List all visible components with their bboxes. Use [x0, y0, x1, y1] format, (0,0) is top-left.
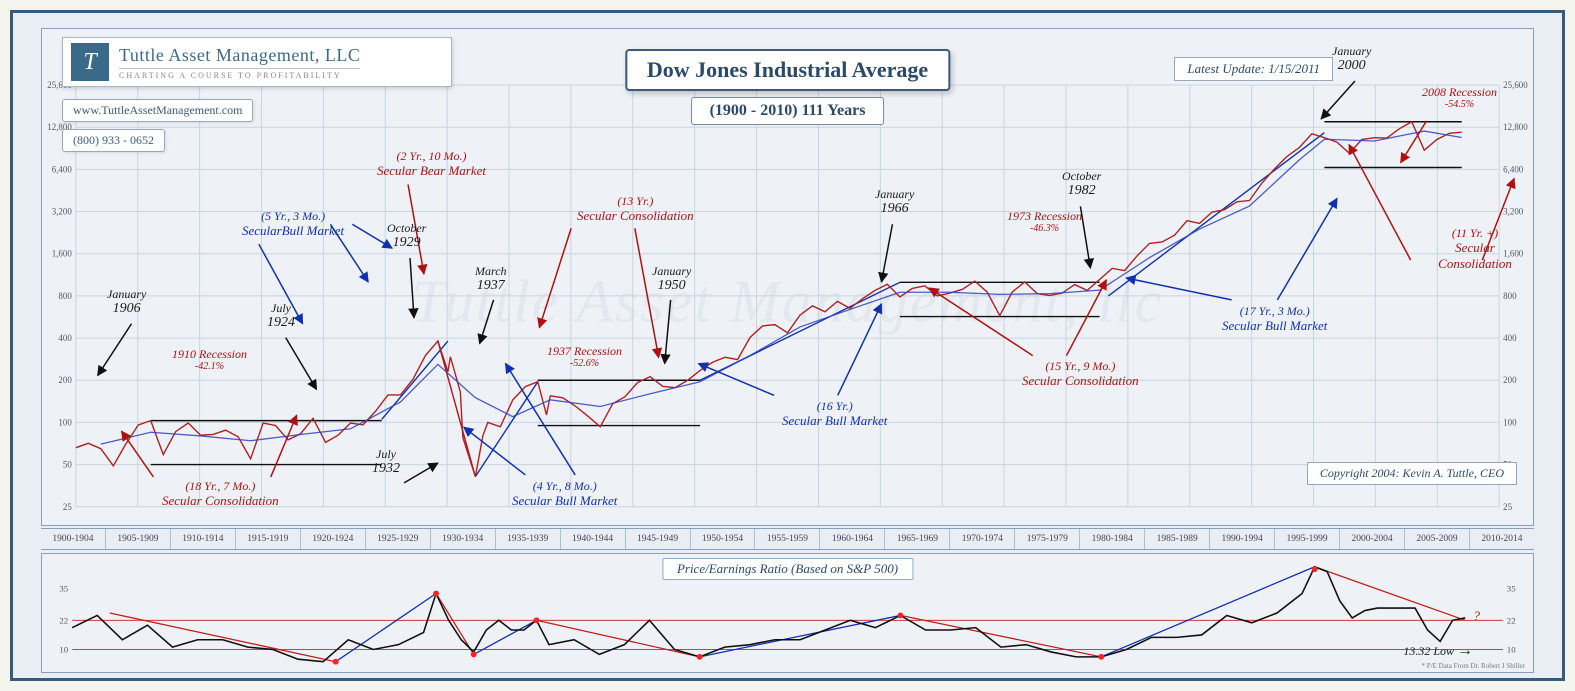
x-tick: 1980-1984 — [1080, 529, 1145, 549]
url-pill: www.TuttleAssetManagement.com — [62, 99, 253, 122]
svg-text:50: 50 — [63, 460, 72, 470]
svg-text:22: 22 — [1507, 615, 1516, 625]
x-tick: 1975-1979 — [1015, 529, 1080, 549]
svg-text:100: 100 — [58, 417, 72, 427]
x-tick: 2010-2014 — [1470, 529, 1534, 549]
x-tick: 1985-1989 — [1145, 529, 1210, 549]
svg-text:200: 200 — [58, 375, 72, 385]
svg-text:22: 22 — [59, 615, 68, 625]
x-tick: 1960-1964 — [820, 529, 885, 549]
svg-text:800: 800 — [1503, 291, 1517, 301]
svg-text:25: 25 — [63, 502, 72, 512]
x-tick: 2000-2004 — [1340, 529, 1405, 549]
x-tick: 1935-1939 — [496, 529, 561, 549]
x-tick: 1955-1959 — [755, 529, 820, 549]
pe-title: Price/Earnings Ratio (Based on S&P 500) — [662, 558, 913, 580]
x-tick: 1970-1974 — [950, 529, 1015, 549]
logo-main: Tuttle Asset Management, LLC — [119, 45, 360, 66]
x-tick: 1925-1929 — [366, 529, 431, 549]
svg-text:3,200: 3,200 — [52, 207, 73, 217]
svg-text:10: 10 — [59, 644, 68, 654]
update-box: Latest Update: 1/15/2011 — [1174, 57, 1333, 81]
x-axis-band: 1900-19041905-19091910-19141915-19191920… — [41, 528, 1534, 550]
svg-text:25,600: 25,600 — [1503, 80, 1528, 90]
pe-chart-area: 10 10 22 22 35 35? Price/Earnings Ratio (Base… — [41, 553, 1534, 673]
svg-text:100: 100 — [1503, 417, 1517, 427]
chart-frame: Tuttle Asset Management, llc 25255050100… — [10, 10, 1565, 681]
x-tick: 1930-1934 — [431, 529, 496, 549]
svg-text:3,200: 3,200 — [1503, 207, 1524, 217]
svg-text:400: 400 — [1503, 333, 1517, 343]
x-tick: 1910-1914 — [171, 529, 236, 549]
chart-title: Dow Jones Industrial Average — [625, 49, 950, 91]
x-tick: 1900-1904 — [41, 529, 106, 549]
svg-text:35: 35 — [1507, 584, 1516, 594]
svg-text:35: 35 — [59, 584, 68, 594]
svg-text:200: 200 — [1503, 375, 1517, 385]
logo-subtitle: CHARTING A COURSE TO PROFITABILITY — [119, 68, 360, 80]
x-tick: 2005-2009 — [1405, 529, 1470, 549]
main-chart-area: Tuttle Asset Management, llc 25255050100… — [41, 28, 1534, 526]
x-tick: 1990-1994 — [1210, 529, 1275, 549]
svg-text:1,600: 1,600 — [52, 249, 73, 259]
x-tick: 1940-1944 — [561, 529, 626, 549]
x-tick: 1995-1999 — [1275, 529, 1340, 549]
x-tick: 1905-1909 — [106, 529, 171, 549]
chart-subtitle: (1900 - 2010) 111 Years — [691, 97, 885, 125]
svg-text:800: 800 — [58, 291, 72, 301]
svg-text:10: 10 — [1507, 644, 1516, 654]
svg-text:25: 25 — [1503, 502, 1512, 512]
svg-text:1,600: 1,600 — [1503, 249, 1524, 259]
svg-text:6,400: 6,400 — [52, 164, 73, 174]
phone-pill: (800) 933 - 0652 — [62, 129, 165, 152]
x-tick: 1920-1924 — [301, 529, 366, 549]
x-tick: 1915-1919 — [236, 529, 301, 549]
pe-low-label: 13.32 Low → — [1403, 642, 1473, 660]
svg-text:6,400: 6,400 — [1503, 164, 1524, 174]
logo-icon: T — [71, 43, 109, 81]
copyright-box: Copyright 2004: Kevin A. Tuttle, CEO — [1307, 462, 1517, 485]
x-tick: 1965-1969 — [885, 529, 950, 549]
x-tick: 1945-1949 — [626, 529, 691, 549]
pe-credit: * P/E Data From Dr. Robert J Shiller — [1422, 662, 1525, 670]
svg-text:?: ? — [1473, 608, 1480, 623]
x-tick: 1950-1954 — [691, 529, 756, 549]
svg-text:12,800: 12,800 — [1503, 122, 1528, 132]
logo-box: T Tuttle Asset Management, LLC CHARTING … — [62, 37, 452, 87]
svg-text:400: 400 — [58, 333, 72, 343]
